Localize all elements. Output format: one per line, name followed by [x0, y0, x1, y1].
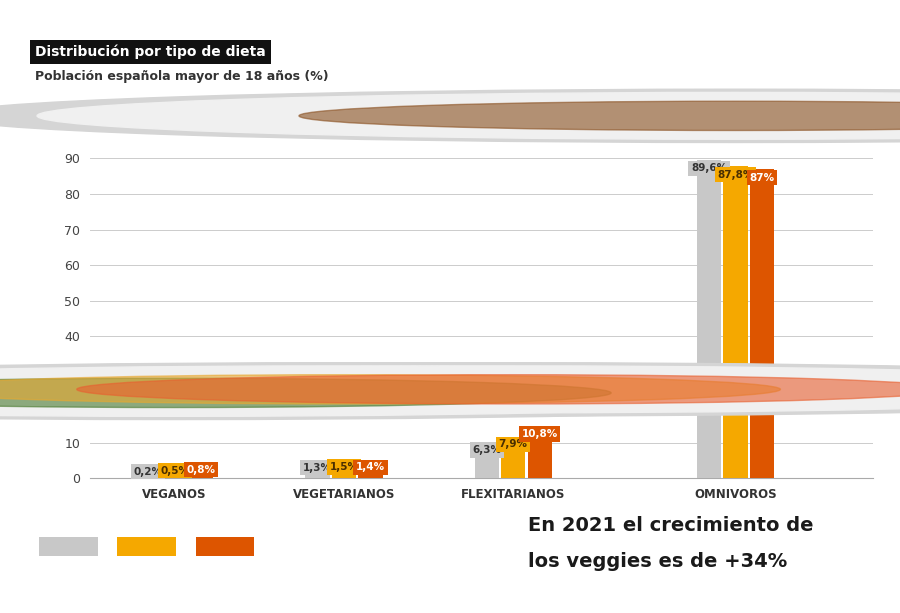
- Bar: [189, 475, 213, 478]
- Circle shape: [0, 370, 873, 416]
- Circle shape: [37, 93, 900, 139]
- Text: 7,9%: 7,9%: [499, 440, 527, 449]
- Circle shape: [299, 101, 900, 131]
- Bar: [305, 473, 329, 478]
- FancyBboxPatch shape: [117, 537, 176, 556]
- Text: 87%: 87%: [750, 173, 775, 183]
- FancyBboxPatch shape: [195, 537, 255, 556]
- Text: 0,8%: 0,8%: [186, 465, 216, 474]
- Text: 2017: 2017: [51, 540, 86, 553]
- Text: los veggies es de +34%: los veggies es de +34%: [528, 552, 788, 571]
- Circle shape: [76, 375, 900, 404]
- Bar: [527, 440, 552, 478]
- Bar: [697, 160, 721, 478]
- Circle shape: [0, 378, 611, 408]
- Circle shape: [0, 363, 900, 416]
- Text: 89,6%: 89,6%: [691, 164, 727, 173]
- Bar: [724, 166, 748, 478]
- Text: 1,4%: 1,4%: [356, 462, 385, 473]
- Circle shape: [0, 363, 900, 416]
- Text: 6,3%: 6,3%: [472, 445, 501, 455]
- FancyBboxPatch shape: [39, 537, 98, 556]
- Text: Distribución por tipo de dieta: Distribución por tipo de dieta: [35, 45, 266, 59]
- Text: 2019: 2019: [130, 540, 164, 553]
- Text: 0,2%: 0,2%: [134, 466, 163, 477]
- Bar: [163, 476, 187, 478]
- Text: 2021: 2021: [208, 540, 243, 553]
- Circle shape: [0, 366, 900, 413]
- Bar: [750, 169, 774, 478]
- Text: 1,5%: 1,5%: [329, 462, 358, 472]
- Text: 1,3%: 1,3%: [303, 463, 332, 473]
- Bar: [474, 455, 499, 478]
- Bar: [501, 450, 526, 478]
- Text: 87,8%: 87,8%: [717, 170, 753, 180]
- Circle shape: [0, 89, 900, 142]
- Text: 10,8%: 10,8%: [522, 429, 558, 439]
- Text: En 2021 el crecimiento de: En 2021 el crecimiento de: [528, 516, 814, 535]
- Circle shape: [0, 366, 900, 419]
- Bar: [358, 473, 382, 478]
- Text: Población española mayor de 18 años (%): Población española mayor de 18 años (%): [35, 70, 329, 83]
- Text: 0,5%: 0,5%: [160, 466, 189, 476]
- Circle shape: [0, 366, 900, 413]
- Circle shape: [0, 375, 780, 404]
- Bar: [332, 473, 356, 478]
